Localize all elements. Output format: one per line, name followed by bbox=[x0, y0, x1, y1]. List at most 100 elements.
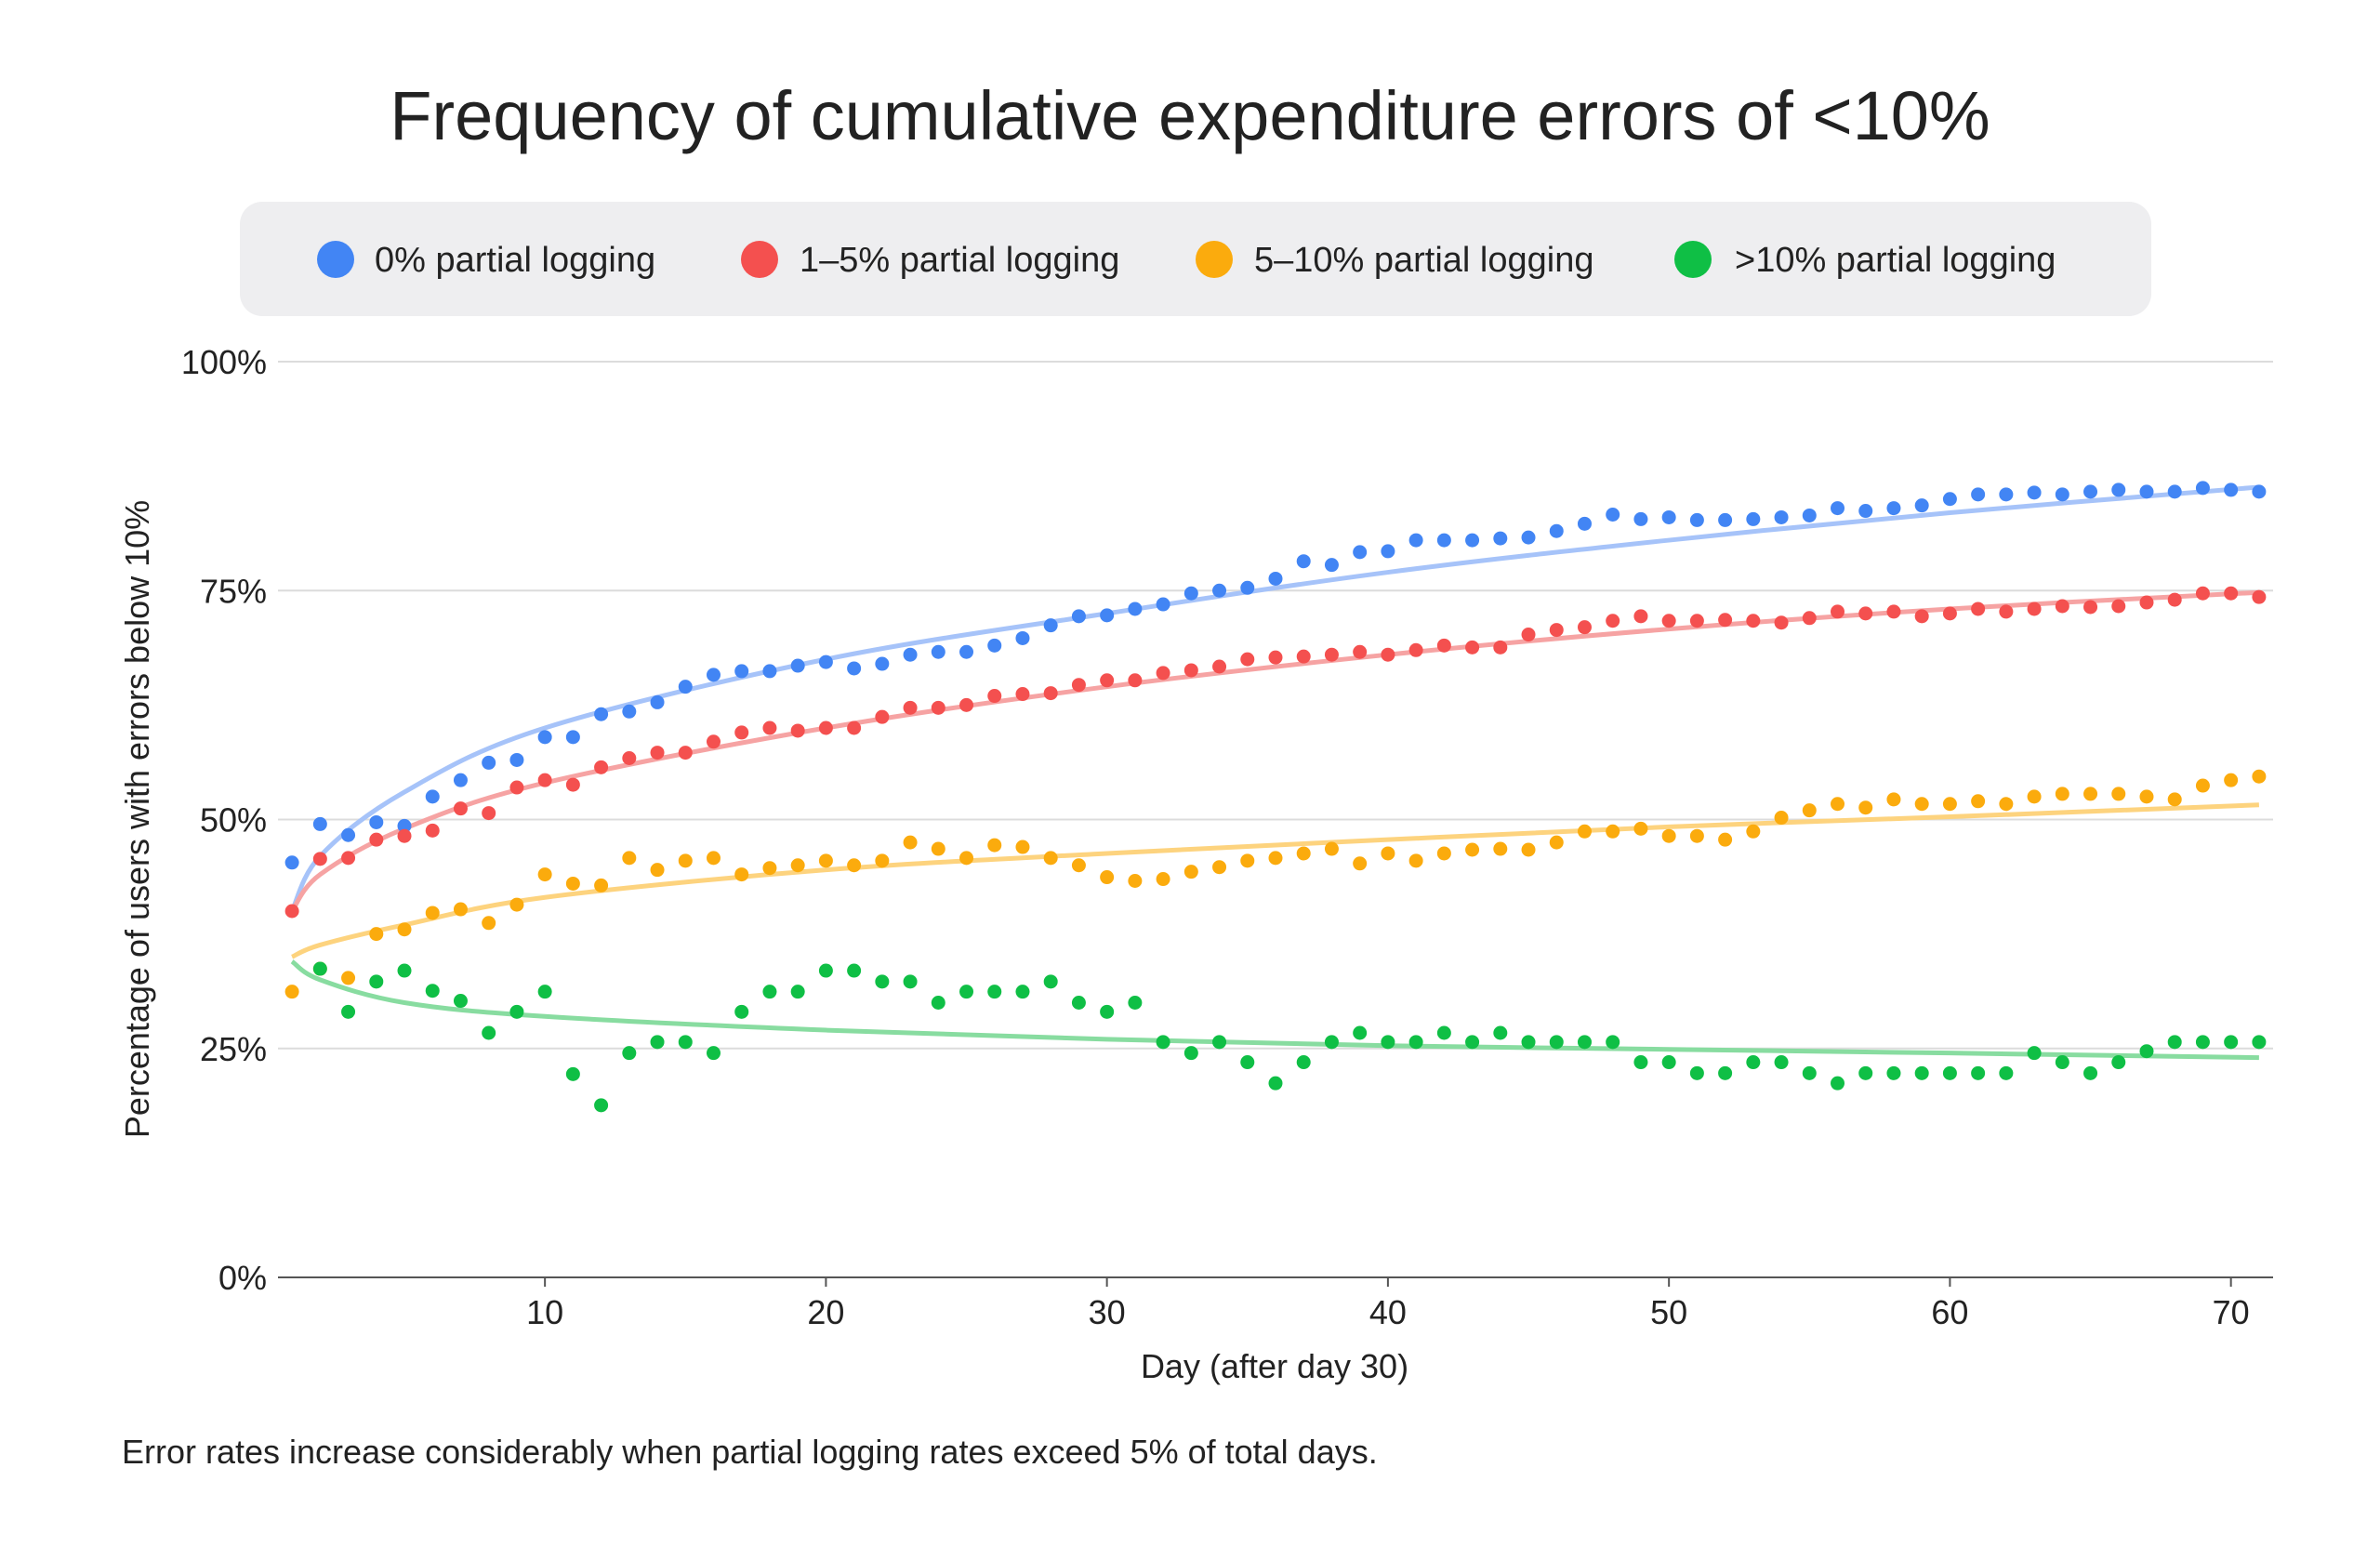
legend-label-0: 0% partial logging bbox=[375, 241, 655, 280]
legend-marker-0 bbox=[317, 241, 354, 278]
data-point bbox=[650, 863, 665, 878]
data-point bbox=[2167, 592, 2182, 607]
legend-item-2: 5–10% partial logging bbox=[1196, 241, 1594, 280]
data-point bbox=[1212, 583, 1227, 598]
legend-marker-2 bbox=[1196, 241, 1233, 278]
data-point bbox=[2195, 778, 2210, 793]
data-point bbox=[594, 760, 609, 774]
data-point bbox=[1577, 620, 1592, 635]
data-point bbox=[2139, 789, 2154, 804]
data-point bbox=[2195, 586, 2210, 601]
data-point bbox=[453, 801, 468, 816]
data-point bbox=[341, 851, 356, 866]
data-point bbox=[1746, 824, 1761, 839]
data-point bbox=[678, 680, 693, 694]
data-point bbox=[875, 853, 890, 868]
data-point bbox=[2252, 769, 2267, 784]
data-point bbox=[594, 1098, 609, 1113]
data-point bbox=[1774, 509, 1789, 524]
data-point bbox=[2027, 789, 2042, 804]
data-point bbox=[537, 730, 552, 745]
data-point bbox=[818, 654, 833, 669]
data-point bbox=[1381, 544, 1395, 559]
data-point bbox=[1831, 604, 1845, 619]
data-point bbox=[1661, 614, 1676, 628]
data-point bbox=[959, 985, 974, 999]
series-1-points bbox=[284, 586, 2267, 919]
data-point bbox=[1353, 1025, 1368, 1040]
data-point bbox=[284, 985, 299, 999]
data-point bbox=[2167, 484, 2182, 499]
data-point bbox=[1408, 853, 1423, 868]
data-point bbox=[2027, 1046, 2042, 1061]
y-tick-label: 75% bbox=[200, 572, 267, 610]
y-tick-label: 25% bbox=[200, 1030, 267, 1068]
data-point bbox=[1015, 630, 1030, 645]
data-point bbox=[1689, 1065, 1704, 1080]
data-point bbox=[1128, 996, 1143, 1010]
data-point bbox=[369, 974, 384, 989]
data-point bbox=[1381, 1035, 1395, 1050]
data-point bbox=[2139, 595, 2154, 610]
data-point bbox=[622, 751, 637, 766]
data-point bbox=[1577, 1035, 1592, 1050]
data-point bbox=[1296, 846, 1311, 861]
x-tick-label: 40 bbox=[1369, 1293, 1407, 1331]
legend-item-1: 1–5% partial logging bbox=[741, 241, 1119, 280]
data-point bbox=[1015, 985, 1030, 999]
x-tick-labels: 10 20 30 40 50 60 70 bbox=[526, 1277, 2250, 1331]
data-point bbox=[1493, 640, 1508, 654]
data-point bbox=[987, 985, 1002, 999]
series-3-points bbox=[312, 961, 2267, 1113]
data-point bbox=[1521, 1035, 1536, 1050]
series-0-points bbox=[284, 481, 2267, 870]
data-point bbox=[1831, 797, 1845, 812]
data-point bbox=[2055, 599, 2069, 614]
data-point bbox=[1689, 614, 1704, 628]
data-point bbox=[1436, 533, 1451, 548]
data-point bbox=[706, 851, 721, 866]
data-point bbox=[1718, 613, 1733, 628]
data-point bbox=[565, 876, 580, 891]
data-point bbox=[818, 721, 833, 735]
data-point bbox=[397, 818, 412, 833]
data-point bbox=[2055, 487, 2069, 502]
data-point bbox=[1071, 858, 1086, 873]
data-point bbox=[622, 851, 637, 866]
data-point bbox=[1606, 824, 1620, 839]
data-point bbox=[1942, 1065, 1957, 1080]
data-point bbox=[1043, 851, 1058, 866]
data-point bbox=[1831, 501, 1845, 516]
data-point bbox=[1858, 606, 1873, 621]
data-point bbox=[1746, 614, 1761, 628]
data-point bbox=[341, 827, 356, 842]
data-point bbox=[1071, 996, 1086, 1010]
data-point bbox=[1999, 1065, 2014, 1080]
data-point bbox=[1183, 663, 1198, 678]
data-point bbox=[706, 1046, 721, 1061]
data-point bbox=[931, 700, 945, 715]
data-point bbox=[1606, 507, 1620, 522]
data-point bbox=[1802, 803, 1817, 818]
data-point bbox=[903, 647, 918, 662]
legend: 0% partial logging 1–5% partial logging … bbox=[240, 202, 2151, 316]
data-point bbox=[650, 694, 665, 709]
data-point bbox=[1071, 609, 1086, 624]
data-point bbox=[1914, 1065, 1929, 1080]
data-point bbox=[1436, 846, 1451, 861]
data-point bbox=[1353, 856, 1368, 871]
data-point bbox=[1296, 554, 1311, 569]
data-point bbox=[425, 906, 440, 920]
chart-title: Frequency of cumulative expenditure erro… bbox=[390, 77, 1990, 154]
legend-marker-3 bbox=[1674, 241, 1712, 278]
data-point bbox=[1156, 597, 1170, 612]
data-point bbox=[931, 644, 945, 659]
data-point bbox=[2083, 787, 2098, 801]
data-point bbox=[2111, 1055, 2126, 1070]
data-point bbox=[2224, 1035, 2239, 1050]
data-point bbox=[1886, 1065, 1901, 1080]
data-point bbox=[1718, 832, 1733, 847]
data-point bbox=[1240, 1055, 1255, 1070]
data-point bbox=[734, 867, 749, 882]
data-point bbox=[2027, 602, 2042, 616]
